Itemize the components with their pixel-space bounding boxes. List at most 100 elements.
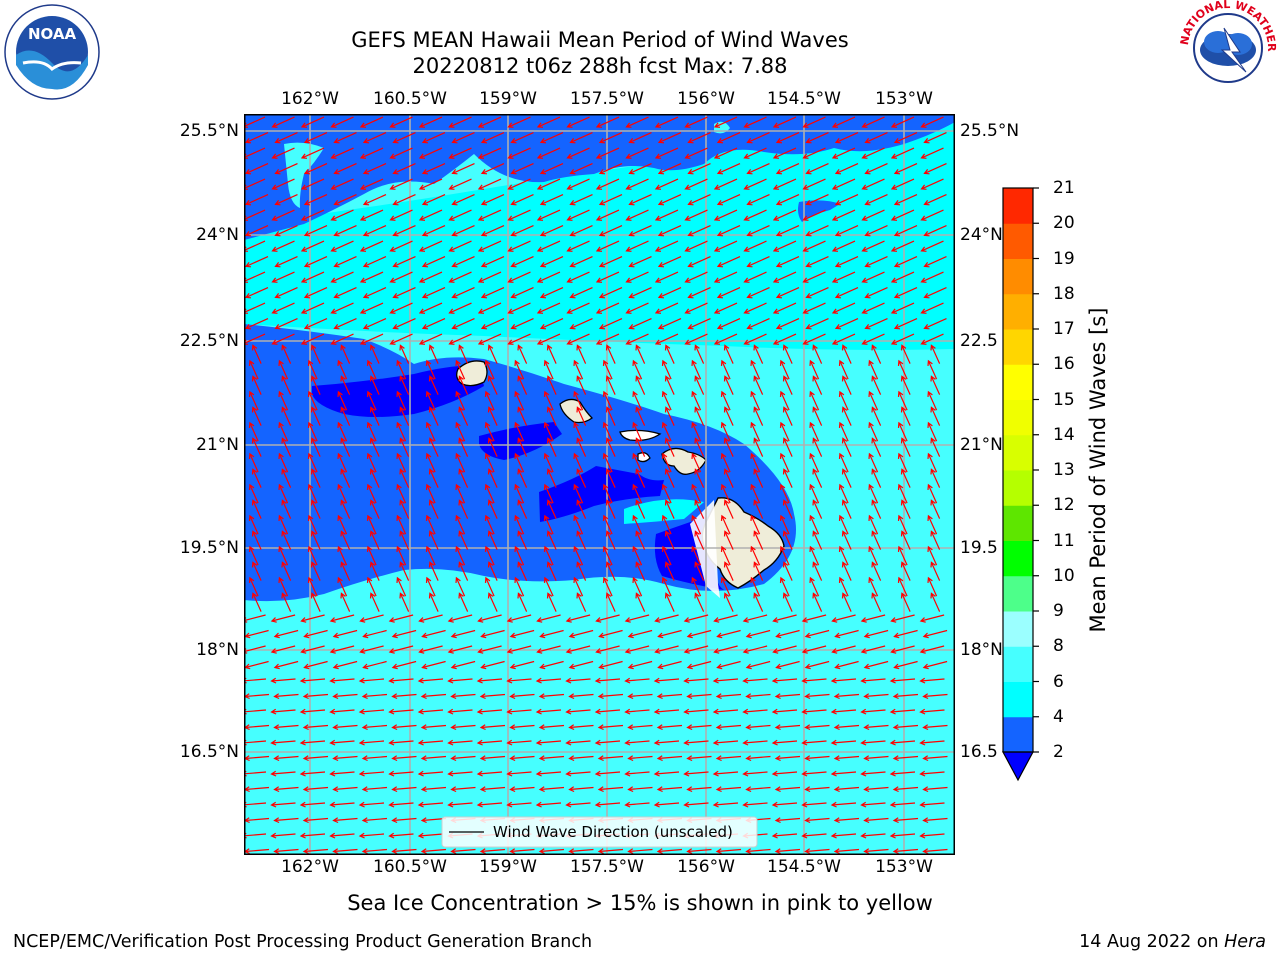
wave-direction-arrow <box>421 629 446 639</box>
wave-direction-arrow <box>654 147 679 159</box>
wave-direction-arrow <box>683 739 709 746</box>
wave-direction-arrow <box>480 660 505 670</box>
wave-direction-arrow <box>753 530 764 550</box>
ocean-period-below-2-a <box>312 365 484 417</box>
wave-direction-arrow <box>753 344 764 364</box>
wave-direction-arrow <box>598 629 623 639</box>
wave-direction-arrow <box>510 287 534 299</box>
wave-direction-arrow <box>861 147 885 159</box>
colorbar-tick-label: 19 <box>1053 248 1075 269</box>
wave-direction-arrow <box>746 163 770 175</box>
colorbar-band <box>1003 364 1033 400</box>
wave-direction-arrow <box>300 240 325 252</box>
wave-direction-arrow <box>274 256 298 268</box>
wave-direction-arrow <box>278 483 289 504</box>
wave-direction-arrow <box>625 147 649 159</box>
wave-direction-arrow <box>333 287 357 299</box>
wave-direction-arrow <box>538 848 565 855</box>
wave-direction-arrow <box>332 693 358 700</box>
map-gridlines <box>244 114 955 855</box>
wave-direction-arrow <box>863 660 889 670</box>
wave-direction-arrow <box>743 271 767 283</box>
wave-direction-arrow <box>861 333 885 345</box>
wave-direction-arrow <box>598 132 623 144</box>
wave-direction-arrow <box>333 163 357 175</box>
wave-direction-arrow <box>602 545 613 566</box>
wave-direction-arrow <box>358 677 385 684</box>
wave-direction-arrow <box>684 240 708 252</box>
wave-direction-arrow <box>597 786 624 793</box>
wave-direction-arrow <box>388 614 414 623</box>
wave-direction-arrow <box>716 225 741 237</box>
molokai-island <box>619 429 662 442</box>
wave-direction-arrow <box>307 545 318 566</box>
wave-direction-arrow <box>455 514 466 535</box>
wave-direction-arrow <box>300 645 325 654</box>
wave-direction-arrow <box>628 287 652 299</box>
wave-direction-arrow <box>654 333 679 345</box>
wave-direction-arrow <box>417 708 444 715</box>
wave-direction-arrow <box>330 147 354 159</box>
wave-direction-arrow <box>455 483 466 504</box>
wave-direction-arrow <box>506 739 532 746</box>
wave-direction-arrow <box>448 271 472 283</box>
wave-direction-arrow <box>919 832 945 839</box>
wave-direction-arrow <box>900 375 911 395</box>
wave-direction-arrow <box>576 375 587 395</box>
wave-direction-arrow <box>568 629 594 639</box>
wave-direction-arrow <box>396 514 407 535</box>
wave-direction-arrow <box>300 147 325 159</box>
wave-direction-arrow <box>654 240 679 252</box>
credit-right: 14 Aug 2022 on Hera <box>1079 932 1266 952</box>
wave-direction-arrow <box>745 660 771 670</box>
wave-direction-arrow <box>506 770 532 777</box>
wave-direction-arrow <box>664 468 675 488</box>
wave-direction-arrow <box>392 194 416 206</box>
wave-direction-arrow <box>455 545 466 566</box>
wave-direction-arrow <box>771 677 798 684</box>
wave-direction-arrow <box>358 708 385 715</box>
wave-direction-arrow <box>605 375 616 395</box>
wave-direction-arrow <box>330 178 354 190</box>
wave-direction-arrow <box>428 561 439 581</box>
wave-direction-arrow <box>602 483 613 504</box>
wave-direction-arrow <box>332 660 358 670</box>
wave-direction-arrow <box>743 333 767 345</box>
colorbar-band <box>1003 540 1033 577</box>
wave-direction-arrow <box>900 592 911 612</box>
wave-direction-arrow <box>838 359 849 380</box>
wave-direction-arrow <box>359 178 384 190</box>
wave-direction-arrow <box>273 848 299 855</box>
wave-direction-arrow <box>517 375 528 395</box>
wave-direction-arrow <box>779 421 790 442</box>
wave-direction-arrow <box>632 483 643 504</box>
wave-direction-arrow <box>273 629 299 639</box>
wave-direction-arrow <box>632 421 643 442</box>
wave-direction-arrow <box>628 318 652 330</box>
wave-direction-arrow <box>425 483 436 504</box>
wave-direction-arrow <box>244 256 269 268</box>
wave-direction-arrow <box>632 545 643 566</box>
wave-direction-arrow <box>573 359 584 380</box>
wave-direction-arrow <box>450 660 476 670</box>
wave-direction-arrow <box>602 514 613 535</box>
wave-direction-arrow <box>605 530 616 550</box>
wave-direction-arrow <box>871 530 882 550</box>
wave-direction-arrow <box>451 163 475 175</box>
wave-direction-arrow <box>890 147 915 159</box>
wave-direction-arrow <box>569 225 593 237</box>
wave-direction-arrow <box>683 801 709 808</box>
wave-direction-arrow <box>536 147 561 159</box>
wave-direction-arrow <box>804 786 830 793</box>
wave-direction-arrow <box>742 645 768 654</box>
wave-direction-arrow <box>831 116 856 128</box>
wave-direction-arrow <box>565 614 591 623</box>
wave-direction-arrow <box>635 530 646 550</box>
wave-direction-arrow <box>930 468 941 488</box>
wave-direction-arrow <box>627 693 653 700</box>
wave-direction-arrow <box>831 147 856 159</box>
wave-direction-arrow <box>244 132 269 144</box>
wave-direction-arrow <box>900 344 911 364</box>
wave-direction-arrow <box>864 225 888 237</box>
lat-tick-left: 21°N <box>196 435 239 455</box>
